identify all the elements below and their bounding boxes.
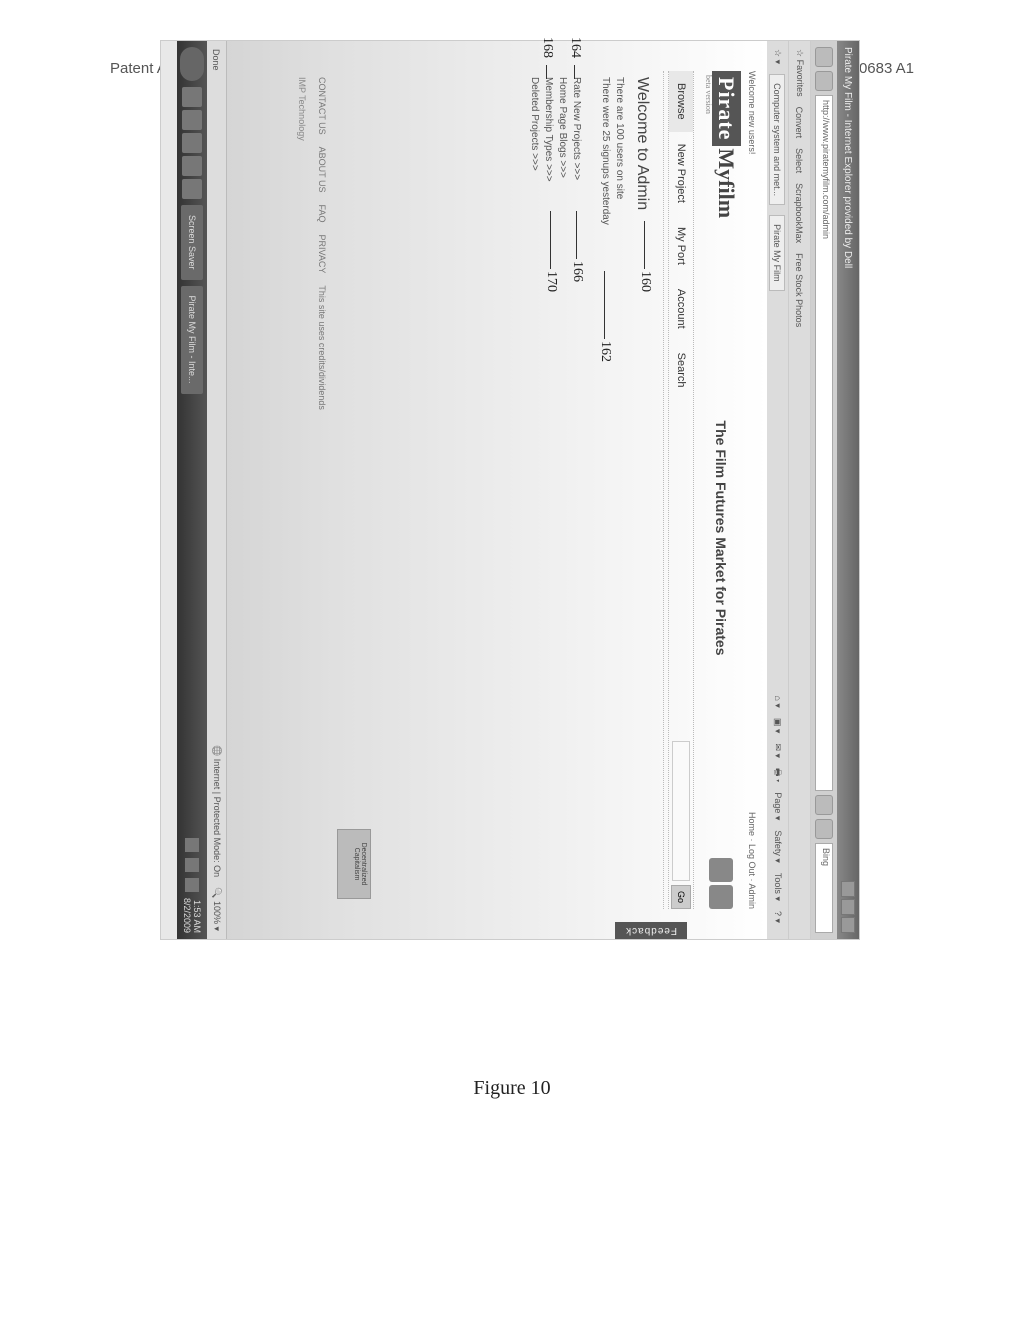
footer-note: This site uses credits/dividends bbox=[317, 285, 327, 410]
cmd-tools[interactable]: Tools ▾ bbox=[772, 873, 783, 901]
fav-item[interactable]: Free Stock Photos bbox=[795, 253, 805, 327]
feedback-tab[interactable]: Feedback bbox=[615, 922, 687, 939]
status-bar: Done 🌐 Internet | Protected Mode: On 🔍 1… bbox=[207, 41, 227, 939]
cmd-page[interactable]: Page ▾ bbox=[772, 792, 783, 820]
site-search: Go bbox=[669, 741, 693, 909]
tagline: The Film Futures Market for Pirates bbox=[714, 421, 730, 656]
menu-account[interactable]: Account bbox=[669, 277, 693, 341]
fav-item[interactable]: Select bbox=[795, 148, 805, 173]
cmd-safety[interactable]: Safety ▾ bbox=[772, 830, 783, 863]
fav-item[interactable]: ScrapbookMax bbox=[795, 183, 805, 243]
link-rate-projects[interactable]: Rate New Projects >>> bbox=[571, 77, 582, 909]
window-buttons bbox=[841, 881, 855, 933]
ql-icon[interactable] bbox=[182, 156, 202, 176]
mail-icon[interactable]: ✉ ▾ bbox=[772, 743, 783, 758]
menu-browse[interactable]: Browse bbox=[669, 71, 693, 132]
ql-icon[interactable] bbox=[182, 110, 202, 130]
task-button[interactable]: Screen Saver bbox=[181, 205, 203, 280]
link-membership[interactable]: Membership Types >>> bbox=[543, 77, 554, 909]
footer-tech: IMP Technology bbox=[297, 77, 307, 141]
page-content: Welcome new users! Home · Log Out · Admi… bbox=[227, 41, 767, 939]
masthead: PirateMyfilm beta version The Film Futur… bbox=[704, 71, 739, 909]
clock-time[interactable]: 1:53 AM bbox=[192, 898, 202, 933]
quick-launch bbox=[182, 87, 202, 199]
callout-164: 164 bbox=[567, 37, 583, 58]
window-titlebar: Pirate My Film - Internet Explorer provi… bbox=[837, 41, 859, 939]
stat-users: There are 100 users on site bbox=[614, 77, 625, 909]
help-icon[interactable]: ? ▾ bbox=[772, 911, 783, 923]
site-logo[interactable]: PirateMyfilm beta version bbox=[704, 71, 739, 218]
favorites-label[interactable]: ☆ Favorites bbox=[794, 49, 805, 97]
callout-160: 160 bbox=[637, 271, 653, 292]
tab-extra[interactable]: Computer system and met... bbox=[770, 74, 786, 205]
browser-window: Pirate My Film - Internet Explorer provi… bbox=[160, 40, 860, 940]
menu-my-port[interactable]: My Port bbox=[669, 215, 693, 277]
windows-taskbar: Screen Saver Pirate My Film - Inte... 1:… bbox=[177, 41, 207, 939]
search-box[interactable]: Bing bbox=[815, 843, 833, 933]
footer-contact[interactable]: CONTACT US bbox=[317, 77, 327, 135]
link-home-blogs[interactable]: Home Page Blogs >>> bbox=[557, 77, 568, 909]
twitter-icon[interactable] bbox=[710, 858, 734, 882]
tab-bar: ☆ ▾ Computer system and met... Pirate My… bbox=[767, 41, 789, 939]
zoom-icon[interactable]: 🔍 bbox=[212, 887, 222, 898]
callout-166: 166 bbox=[569, 261, 585, 282]
menu-new-project[interactable]: New Project bbox=[669, 132, 693, 215]
close-button[interactable] bbox=[841, 917, 855, 933]
main-menu: Browse New Project My Port Account Searc… bbox=[668, 71, 694, 909]
tray-icon[interactable] bbox=[185, 838, 199, 852]
top-nav[interactable]: Home · Log Out · Admin bbox=[747, 812, 757, 909]
footer-links: CONTACT US ABOUT US FAQ PRIVACY This sit… bbox=[317, 77, 327, 410]
zoom-level[interactable]: 100% bbox=[212, 901, 222, 924]
admin-panel: Welcome to Admin There are 100 users on … bbox=[529, 71, 651, 909]
minimize-button[interactable] bbox=[841, 881, 855, 897]
forward-button[interactable] bbox=[815, 71, 833, 91]
go-button[interactable]: Go bbox=[671, 885, 691, 909]
footer-about[interactable]: ABOUT US bbox=[317, 147, 327, 193]
home-icon[interactable]: ⌂ ▾ bbox=[772, 695, 783, 707]
site-badge: Decentralized Capitalism bbox=[337, 829, 371, 899]
callout-170: 170 bbox=[543, 271, 559, 292]
browser-navbar: http://www.piratemyfilm.com/admin Bing bbox=[811, 41, 837, 939]
window-title: Pirate My Film - Internet Explorer provi… bbox=[843, 47, 854, 268]
task-button[interactable]: Pirate My Film - Inte... bbox=[181, 286, 203, 394]
social-icons bbox=[710, 858, 734, 909]
figure-caption: Figure 10 bbox=[0, 1077, 1024, 1100]
figure-container: Pirate My Film - Internet Explorer provi… bbox=[200, 90, 820, 890]
ql-icon[interactable] bbox=[182, 87, 202, 107]
status-left: Done bbox=[212, 49, 222, 71]
fav-item[interactable]: Convert bbox=[795, 107, 805, 139]
footer-privacy[interactable]: PRIVACY bbox=[317, 235, 327, 274]
ql-icon[interactable] bbox=[182, 179, 202, 199]
tab-active[interactable]: Pirate My Film bbox=[770, 215, 786, 291]
menu-search-label: Search bbox=[669, 341, 693, 400]
facebook-icon[interactable] bbox=[710, 885, 734, 909]
system-tray: 1:53 AM 8/2/2009 bbox=[182, 838, 202, 933]
admin-heading: Welcome to Admin bbox=[633, 77, 651, 909]
clock-date[interactable]: 8/2/2009 bbox=[182, 898, 192, 933]
tray-icon[interactable] bbox=[185, 878, 199, 892]
back-button[interactable] bbox=[815, 47, 833, 67]
maximize-button[interactable] bbox=[841, 899, 855, 915]
feed-icon[interactable]: ▣ ▾ bbox=[772, 718, 783, 734]
tray-icon[interactable] bbox=[185, 858, 199, 872]
footer-faq[interactable]: FAQ bbox=[317, 205, 327, 223]
greeting: Welcome new users! bbox=[747, 71, 757, 154]
callout-162: 162 bbox=[597, 341, 613, 362]
callout-168: 168 bbox=[539, 37, 555, 58]
start-button[interactable] bbox=[180, 47, 204, 81]
status-right: Internet | Protected Mode: On bbox=[212, 759, 222, 877]
refresh-button[interactable] bbox=[815, 795, 833, 815]
favorites-bar: ☆ Favorites Convert Select ScrapbookMax … bbox=[789, 41, 811, 939]
link-deleted[interactable]: Deleted Projects >>> bbox=[529, 77, 540, 909]
search-input[interactable] bbox=[672, 741, 690, 881]
ql-icon[interactable] bbox=[182, 133, 202, 153]
stat-signups: There were 25 signups yesterday bbox=[600, 77, 611, 909]
address-bar[interactable]: http://www.piratemyfilm.com/admin bbox=[815, 95, 833, 791]
print-icon[interactable]: 🖶 ▾ bbox=[770, 768, 786, 782]
globe-icon: 🌐 bbox=[212, 745, 222, 756]
stop-button[interactable] bbox=[815, 819, 833, 839]
